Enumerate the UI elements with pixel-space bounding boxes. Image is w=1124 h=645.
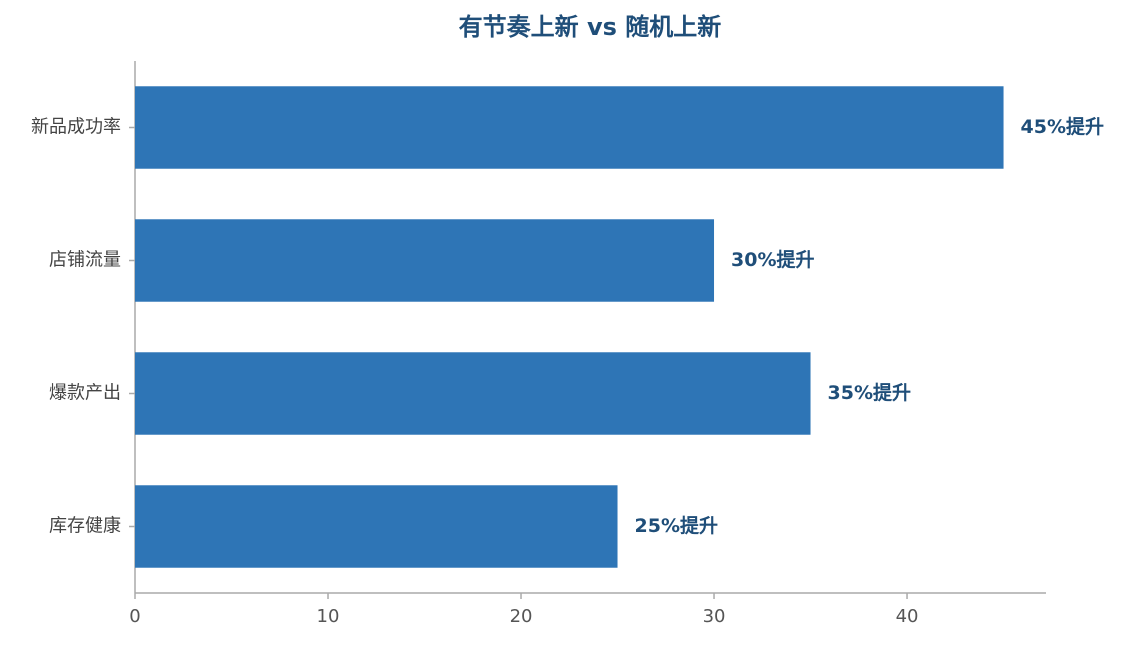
- bar: [135, 219, 715, 302]
- value-label: 35%提升: [828, 381, 911, 404]
- bar: [135, 352, 811, 435]
- bar: [135, 86, 1004, 169]
- bar: [135, 485, 618, 568]
- x-tick-label: 20: [510, 606, 533, 627]
- x-tick-label: 10: [317, 606, 340, 627]
- y-tick-label: 库存健康: [49, 516, 121, 537]
- x-tick-label: 40: [896, 606, 919, 627]
- y-tick-label: 爆款产出: [49, 383, 121, 404]
- x-tick-label: 0: [129, 606, 140, 627]
- value-label: 30%提升: [731, 248, 814, 271]
- value-label: 45%提升: [1021, 115, 1104, 138]
- y-tick-label: 店铺流量: [49, 250, 121, 271]
- chart-title: 有节奏上新 vs 随机上新: [459, 13, 722, 41]
- x-tick-label: 30: [703, 606, 726, 627]
- y-tick-label: 新品成功率: [31, 117, 121, 138]
- value-label: 25%提升: [635, 514, 718, 537]
